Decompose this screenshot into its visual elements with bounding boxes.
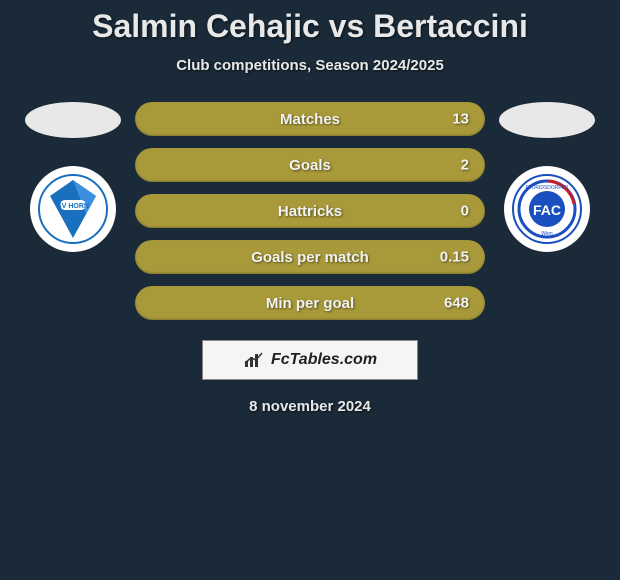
brand-watermark[interactable]: FcTables.com [202,340,418,380]
stat-value-right: 0 [461,203,469,220]
date-text: 8 november 2024 [0,398,620,415]
stat-label: Goals per match [251,249,369,266]
svg-text:Wien: Wien [541,231,553,237]
stat-bar-matches: Matches 13 [135,102,485,136]
right-club-badge: FAC FLORIDSDORFER Wien [504,166,590,252]
chart-icon [243,351,265,369]
svhorn-badge-icon: SV HORN [38,174,108,244]
stat-bar-mpg: Min per goal 648 [135,286,485,320]
stat-bar-goals: Goals 2 [135,148,485,182]
fac-badge-icon: FAC FLORIDSDORFER Wien [512,174,582,244]
left-club-badge: SV HORN [30,166,116,252]
stat-bar-hattricks: Hattricks 0 [135,194,485,228]
stat-label: Min per goal [266,295,354,312]
stat-value-right: 0.15 [440,249,469,266]
stat-label: Goals [289,157,331,174]
stat-value-right: 2 [461,157,469,174]
svg-text:FLORIDSDORFER: FLORIDSDORFER [526,185,569,191]
svg-text:SV HORN: SV HORN [57,203,89,210]
stat-label: Hattricks [278,203,342,220]
page-title: Salmin Cehajic vs Bertaccini [0,8,620,45]
comparison-card: Salmin Cehajic vs Bertaccini Club compet… [0,0,620,415]
right-player-avatar [499,102,595,138]
brand-text: FcTables.com [271,351,377,369]
left-player-avatar [25,102,121,138]
svg-text:FAC: FAC [533,202,561,218]
stat-label: Matches [280,111,340,128]
stats-column: Matches 13 Goals 2 Hattricks 0 Goals per… [135,102,485,320]
stat-value-right: 13 [452,111,469,128]
main-row: SV HORN Matches 13 Goals 2 Hattricks 0 G… [0,102,620,320]
left-player-col: SV HORN [23,102,123,252]
stat-bar-gpm: Goals per match 0.15 [135,240,485,274]
stat-value-right: 648 [444,295,469,312]
subtitle: Club competitions, Season 2024/2025 [0,57,620,74]
right-player-col: FAC FLORIDSDORFER Wien [497,102,597,252]
